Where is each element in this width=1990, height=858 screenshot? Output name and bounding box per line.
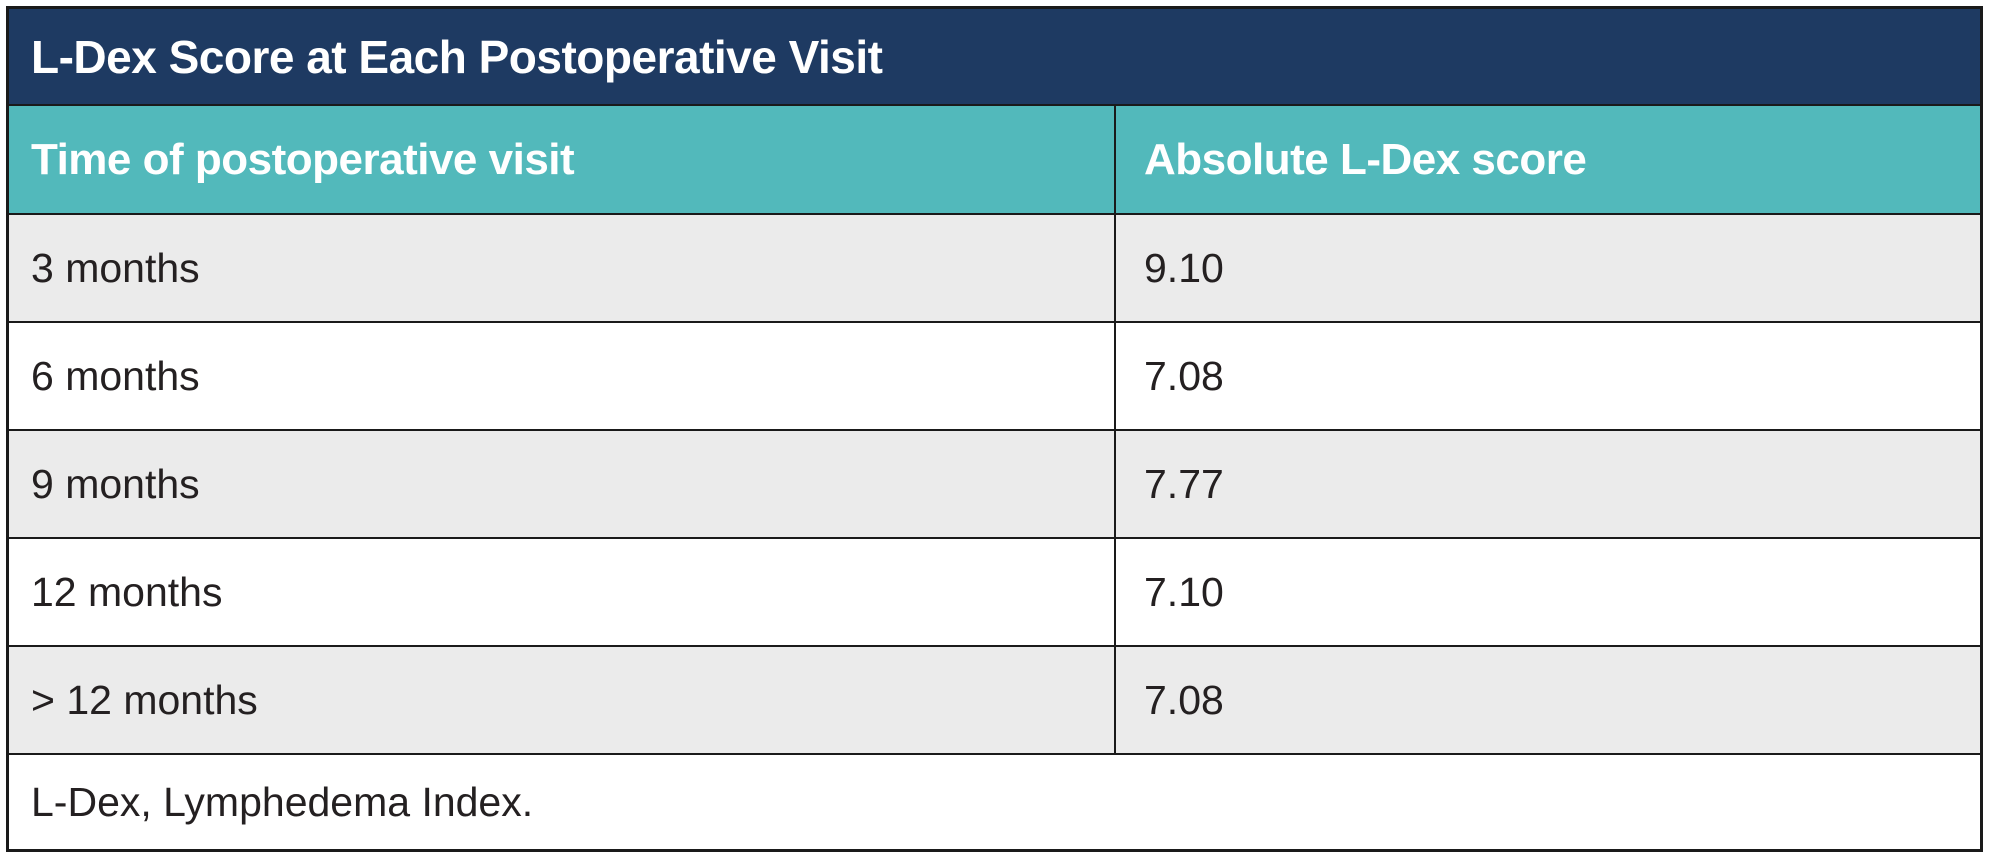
table-row: 3 months 9.10 xyxy=(9,213,1980,321)
cell-visit-time: 3 months xyxy=(9,215,1116,321)
table-header-row: Time of postoperative visit Absolute L-D… xyxy=(9,104,1980,213)
column-header-time: Time of postoperative visit xyxy=(9,106,1116,213)
table-title: L-Dex Score at Each Postoperative Visit xyxy=(31,30,883,83)
cell-visit-time: 6 months xyxy=(9,323,1116,429)
table-row: 9 months 7.77 xyxy=(9,429,1980,537)
table-row: > 12 months 7.08 xyxy=(9,645,1980,753)
table-footnote: L-Dex, Lymphedema Index. xyxy=(9,753,1980,849)
table-title-bar: L-Dex Score at Each Postoperative Visit xyxy=(9,9,1980,104)
cell-visit-time: > 12 months xyxy=(9,647,1116,753)
cell-ldex-score: 7.08 xyxy=(1144,676,1224,723)
table-row: 6 months 7.08 xyxy=(9,321,1980,429)
cell-visit-time: 9 months xyxy=(9,431,1116,537)
ldex-score-table: L-Dex Score at Each Postoperative Visit … xyxy=(6,6,1983,852)
column-header-score: Absolute L-Dex score xyxy=(1144,134,1587,184)
cell-ldex-score: 7.08 xyxy=(1144,352,1224,399)
cell-visit-time: 12 months xyxy=(9,539,1116,645)
footnote-text: L-Dex, Lymphedema Index. xyxy=(31,778,534,825)
table-row: 12 months 7.10 xyxy=(9,537,1980,645)
cell-ldex-score: 7.77 xyxy=(1144,460,1224,507)
cell-ldex-score: 7.10 xyxy=(1144,568,1224,615)
cell-ldex-score: 9.10 xyxy=(1144,244,1224,291)
